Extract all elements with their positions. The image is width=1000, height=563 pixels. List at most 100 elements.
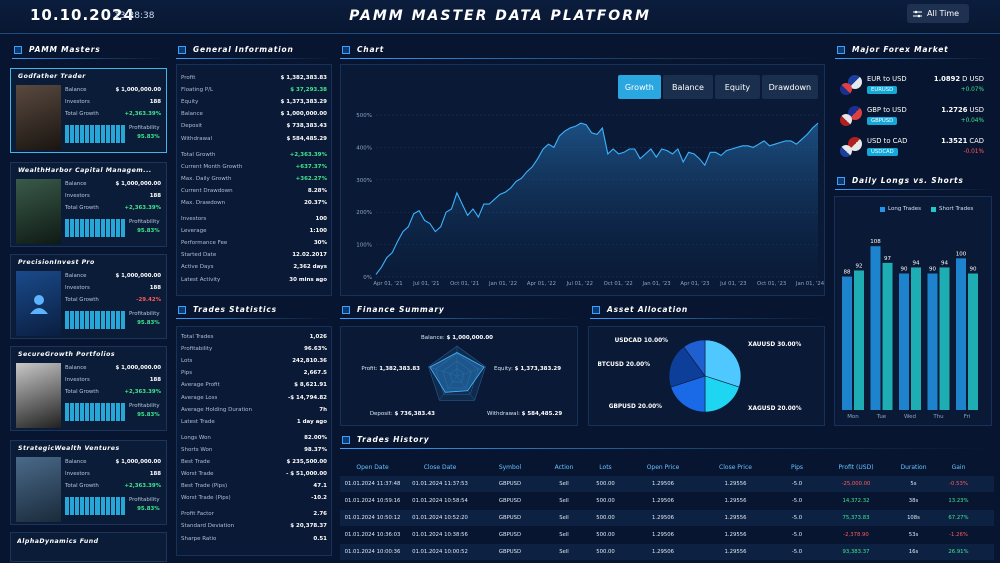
short-bar (911, 267, 921, 410)
tab-drawdown[interactable]: Drawdown (761, 75, 819, 99)
radar-label: Deposit: $ 736,383.43 (370, 411, 435, 417)
forex-change: +0.07% (960, 87, 984, 93)
history-header[interactable]: Duration (900, 463, 927, 471)
growth-chart: 0% 100% 200% 300% 400% 500% Apr 01, '21 Jul 01,… (356, 113, 824, 287)
section-icon (342, 435, 350, 444)
master-investors: 188 (149, 285, 161, 291)
master-balance: $ 1,000,000.00 (115, 87, 161, 93)
section-title-trades-stats: Trades Statistics (178, 305, 277, 314)
forex-price: 1.0892 (933, 75, 961, 83)
info-row: Profitability 96.63% (181, 346, 327, 353)
section-title-forex: Major Forex Market (837, 45, 949, 54)
table-cell: GBPUSD (498, 515, 522, 521)
bar-value-label: 90 (901, 267, 908, 273)
radar-label: Withdrawal: $ 584,485.29 (487, 411, 562, 417)
pie-label: GBPUSD 20.00% (609, 404, 662, 410)
forex-change: -0.01% (963, 149, 984, 155)
table-cell: 01.01.2024 10:58:54 (412, 498, 468, 504)
radar-label: Equity: $ 1,373,383.29 (494, 366, 561, 372)
tab-balance[interactable]: Balance (662, 75, 714, 99)
forex-code-badge: EURUSD (867, 86, 898, 94)
section-icon (14, 45, 22, 54)
forex-unit: USD (969, 106, 984, 114)
master-card[interactable]: AlphaDynamics Fund (10, 532, 167, 562)
master-card[interactable]: StrategicWealth Ventures Balance $ 1,000,… (10, 440, 167, 525)
current-date: 10.10.2024 (30, 6, 135, 24)
table-cell: 75,373.83 (842, 515, 870, 521)
table-row[interactable]: 01.01.2024 10:00:36 01.01.2024 10:00:52 GB… (340, 544, 994, 560)
history-header[interactable]: Open Price (646, 463, 680, 471)
table-row[interactable]: 01.01.2024 10:59:16 01.01.2024 10:58:54 GB… (340, 493, 994, 509)
info-row: Max. Drawdown 20.37% (181, 199, 327, 206)
history-header[interactable]: Pips (790, 463, 804, 471)
master-card[interactable]: PrecisionInvest Pro Balance $ 1,000,000.0… (10, 254, 167, 339)
forex-row[interactable]: EUR to USD EURUSD 1.0892 D USD +0.07% (834, 74, 992, 98)
history-header[interactable]: Open Date (356, 463, 389, 471)
info-row: Floating P/L $ 37,293.38 (181, 87, 327, 94)
forex-row[interactable]: GBP to USD GBPUSD 1.2726 USD +0.04% (834, 105, 992, 129)
tab-equity[interactable]: Equity (715, 75, 760, 99)
bar-value-label: 97 (884, 256, 891, 262)
master-card[interactable]: Godfather Trader Balance $ 1,000,000.00 I… (10, 68, 167, 153)
time-filter-button[interactable]: All Time (907, 4, 969, 23)
table-cell: -5.0 (791, 532, 803, 538)
master-balance: $ 1,000,000.00 (115, 365, 161, 371)
master-photo (16, 271, 61, 336)
info-row: Total Trades 1,026 (181, 334, 327, 341)
bar-category-label: Thu (932, 414, 943, 420)
x-tick-label: Jul 01, '21 (412, 281, 439, 287)
master-card[interactable]: SecureGrowth Portfolios Balance $ 1,000,0… (10, 346, 167, 431)
history-header[interactable]: Gain (951, 463, 966, 471)
table-row[interactable]: 01.01.2024 10:50:12 01.01.2024 10:52:20 GB… (340, 510, 994, 526)
forex-row[interactable]: USD to CAD USDCAD 1.3521 CAD -0.01% (834, 136, 992, 160)
master-profitability: 95.83% (137, 228, 160, 234)
history-header[interactable]: Close Price (719, 463, 752, 471)
master-card[interactable]: WealthHarbor Capital Managem... Balance $… (10, 162, 167, 247)
y-tick-label: 200% (356, 210, 372, 216)
table-cell: -1.26% (949, 532, 968, 538)
table-cell: 01.01.2024 11:37:53 (412, 481, 468, 487)
x-tick-label: Jan 01, '23 (641, 281, 670, 287)
bar-legend: Long Trades Short Trades (880, 206, 973, 212)
info-row: Total Growth +2,363.39% (181, 151, 327, 158)
master-profitability: 95.83% (137, 134, 160, 140)
finance-radar-chart: Balance: $ 1,000,000.00 Equity: $ 1,373,3… (361, 335, 562, 417)
master-profitability: 95.83% (137, 412, 160, 418)
history-header[interactable]: Lots (599, 463, 612, 471)
short-bar (882, 262, 893, 410)
table-cell: -5.0 (791, 481, 803, 487)
x-tick-label: Jul 01, '22 (566, 281, 593, 287)
info-row: Standard Deviation $ 20,378.37 (181, 523, 327, 530)
bar-value-label: 108 (870, 239, 881, 245)
info-row: Investors 100 (181, 216, 327, 223)
legend-long: Long Trades (888, 206, 921, 212)
table-row[interactable]: 01.01.2024 10:36:03 01.01.2024 10:38:56 GB… (340, 527, 994, 543)
bar-value-label: 92 (856, 263, 863, 269)
pie-label: BTCUSD 20.00% (598, 362, 651, 368)
profitability-bars (65, 311, 125, 329)
pie-label: XAUUSD 30.00% (748, 342, 802, 348)
history-header[interactable]: Action (554, 463, 574, 471)
master-name: SecureGrowth Portfolios (18, 351, 116, 358)
table-row[interactable]: 01.01.2024 11:37:48 01.01.2024 11:37:53 GB… (340, 476, 994, 492)
bar-value-label: 88 (844, 270, 851, 276)
table-cell: Sell (559, 532, 569, 538)
history-header[interactable]: Close Date (423, 463, 457, 471)
info-row: Max. Daily Growth +362.27% (181, 175, 327, 182)
master-name: PrecisionInvest Pro (18, 259, 95, 266)
bar-category-label: Mon (847, 414, 859, 420)
pie-label: USDCAD 10.00% (615, 338, 669, 344)
master-growth: +2,363.39% (124, 483, 161, 489)
tab-growth[interactable]: Growth (618, 75, 661, 99)
info-row: Average Holding Duration 7h (181, 406, 327, 413)
info-row: Profit Factor 2.76 (181, 511, 327, 518)
history-header[interactable]: Symbol (498, 463, 522, 471)
trades-stats-list: Total Trades 1,026 Profitability 96.63% … (181, 331, 327, 545)
info-row: Active Days 2,362 days (181, 264, 327, 271)
info-row: Lots 242,810.36 (181, 358, 327, 365)
master-photo (16, 363, 61, 428)
history-header[interactable]: Profit (USD) (838, 463, 874, 471)
table-cell: 01.01.2024 10:00:36 (344, 549, 401, 555)
bar-value-label: 94 (913, 260, 920, 266)
title-underline (590, 318, 825, 319)
